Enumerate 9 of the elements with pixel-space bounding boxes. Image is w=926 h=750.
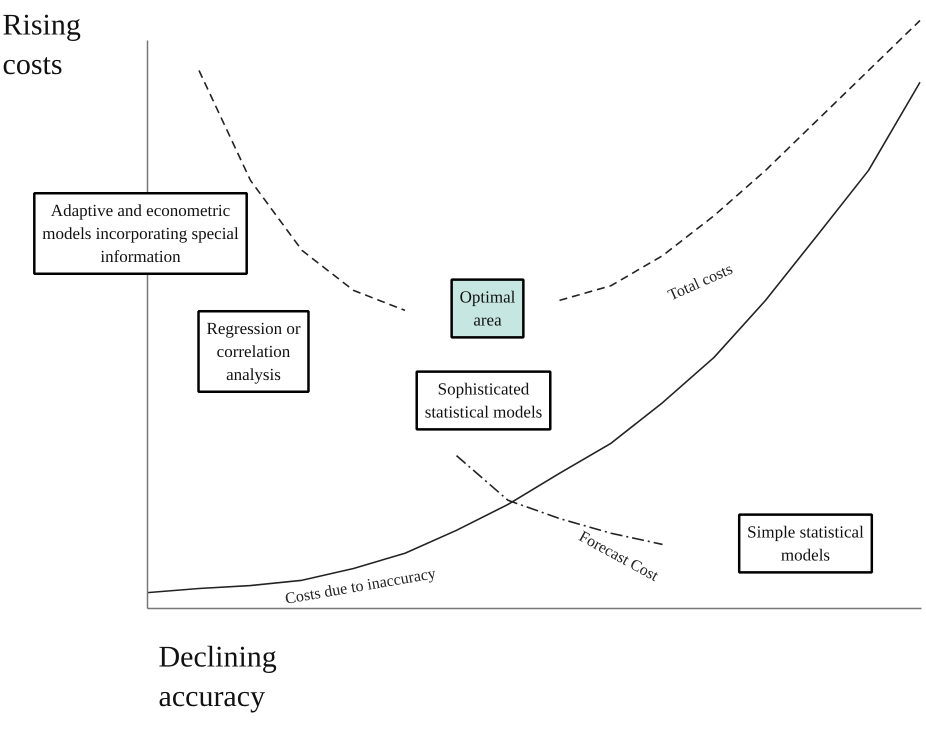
- annotation: Optimal area: [460, 288, 516, 330]
- annotation: Sophisticated statistical models: [424, 380, 542, 422]
- annotation: Regression or correlation analysis: [206, 319, 301, 384]
- y-axis-title: Rising costs: [2, 8, 81, 82]
- x-axis-title: Declining accuracy: [158, 640, 277, 714]
- annotation: Adaptive and econometric models incorporating special information: [42, 201, 239, 266]
- text: Total costs: [666, 260, 736, 304]
- annotation: Simple statistical models: [747, 522, 864, 564]
- text: Costs due to inaccuracy: [284, 565, 438, 608]
